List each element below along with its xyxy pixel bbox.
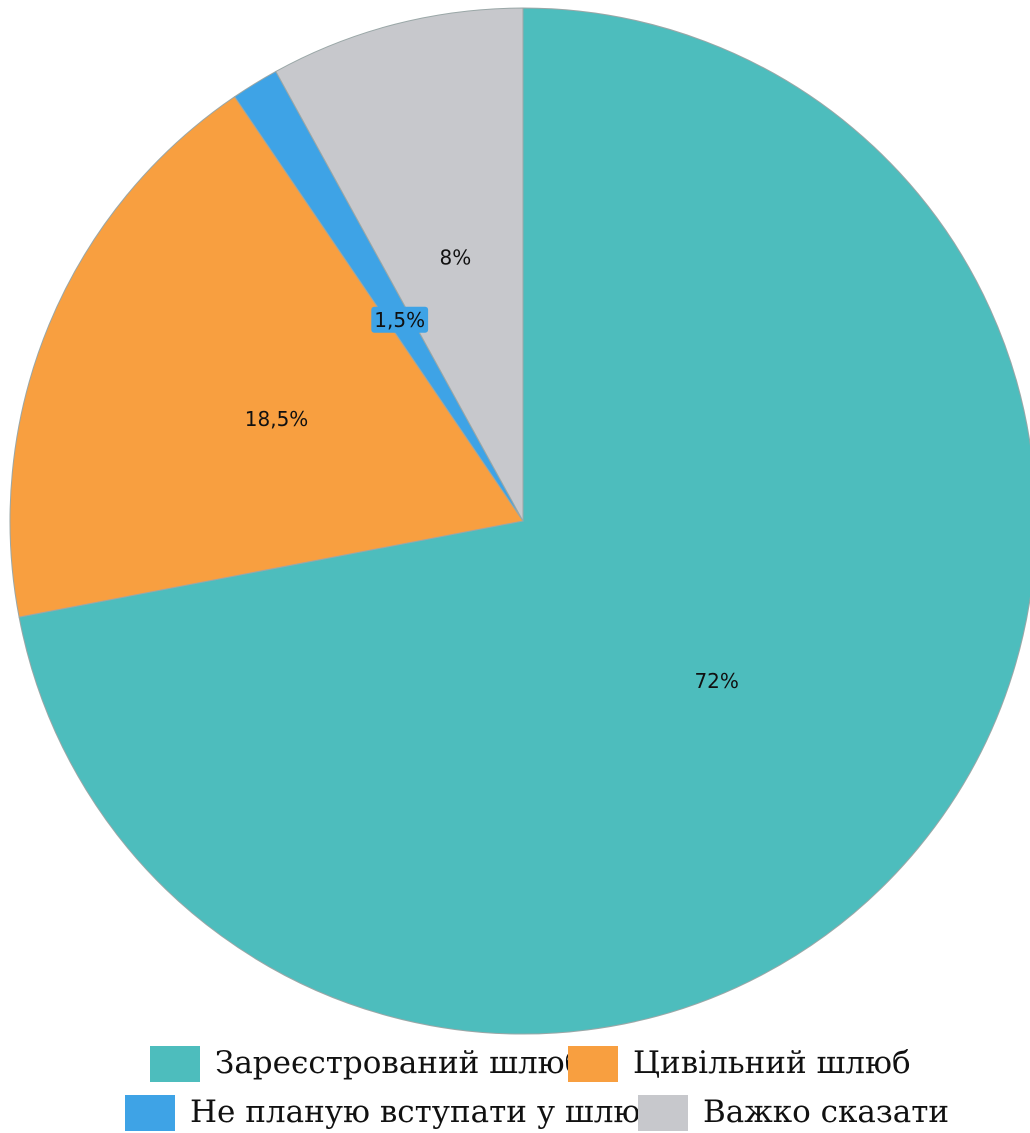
- legend-item-not-planning: Не планую вступати у шлюб: [125, 1094, 659, 1131]
- pie-slices: [9, 7, 1030, 1035]
- legend-swatch-civil-marriage: [568, 1046, 618, 1082]
- legend-label-registered-marriage: Зареєстрований шлюб: [215, 1045, 583, 1081]
- slice-label-not-planning: 1,5%: [374, 308, 425, 332]
- legend-label-not-planning: Не планую вступати у шлюб: [190, 1094, 659, 1130]
- legend: Зареєстрований шлюб Цивільний шлюб Не пл…: [125, 1045, 949, 1131]
- legend-item-hard-to-say: Важко сказати: [638, 1094, 949, 1131]
- slice-label-background-not-planning: [371, 306, 429, 333]
- legend-item-registered-marriage: Зареєстрований шлюб: [150, 1045, 583, 1082]
- slice-label-civil-marriage: 18,5%: [245, 407, 309, 431]
- slice-civil-marriage: [9, 96, 524, 618]
- legend-label-hard-to-say: Важко сказати: [703, 1094, 949, 1130]
- slice-registered-marriage: [18, 7, 1030, 1035]
- legend-item-civil-marriage: Цивільний шлюб: [568, 1045, 911, 1082]
- slice-label-hard-to-say: 8%: [440, 246, 472, 270]
- slice-hard-to-say: [275, 7, 524, 522]
- legend-swatch-hard-to-say: [638, 1095, 688, 1131]
- slice-label-registered-marriage: 72%: [694, 669, 738, 693]
- legend-swatch-not-planning: [125, 1095, 175, 1131]
- pie-labels: 72% 18,5% 1,5% 8%: [245, 246, 739, 694]
- legend-swatch-registered-marriage: [150, 1046, 200, 1082]
- legend-label-civil-marriage: Цивільний шлюб: [633, 1045, 911, 1081]
